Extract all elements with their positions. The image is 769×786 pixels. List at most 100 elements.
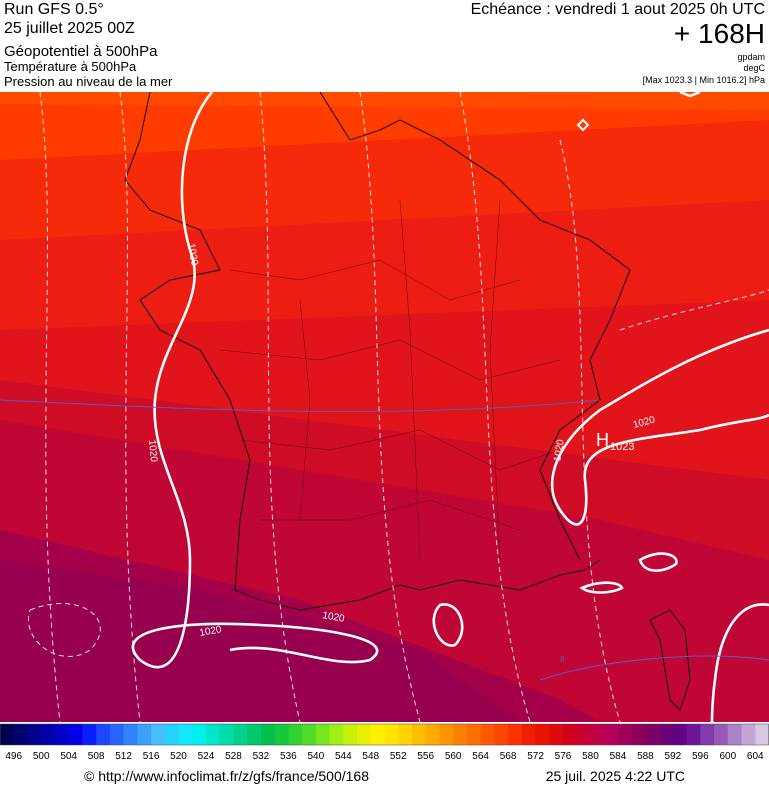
isobar xyxy=(579,581,624,594)
color-swatch xyxy=(494,724,509,745)
color-swatch xyxy=(508,724,523,745)
isotherm xyxy=(39,92,61,722)
color-swatch xyxy=(178,724,193,745)
color-swatch xyxy=(672,724,688,745)
color-swatch xyxy=(535,724,550,745)
isobar xyxy=(638,552,678,572)
colorbar-label: 548 xyxy=(362,751,379,762)
color-swatch xyxy=(109,724,125,745)
color-swatch xyxy=(68,724,83,745)
colorbar-label: 556 xyxy=(417,751,434,762)
isobar-label: 1020 xyxy=(185,243,200,267)
isobar xyxy=(576,118,590,132)
colorbar-label: 540 xyxy=(307,751,324,762)
lead-time: + 168H xyxy=(674,18,765,49)
colorbar-label: 604 xyxy=(747,751,764,762)
isotherm xyxy=(559,139,621,722)
color-swatch xyxy=(151,724,166,745)
color-swatch xyxy=(411,724,427,745)
colorbar-label: 600 xyxy=(719,751,736,762)
colorbar-label: 576 xyxy=(555,751,572,762)
color-swatch xyxy=(576,724,591,745)
corsica xyxy=(649,609,691,711)
color-swatch xyxy=(137,724,152,745)
color-swatch xyxy=(439,724,454,745)
color-swatch xyxy=(343,724,358,745)
colorbar-label: 544 xyxy=(335,751,352,762)
isotherm xyxy=(27,603,101,657)
isobar-label: 1020 xyxy=(199,624,223,639)
colorbar-label: 532 xyxy=(253,751,270,762)
colorbar-label: 552 xyxy=(390,751,407,762)
colorbar-label: 588 xyxy=(637,751,654,762)
color-swatch xyxy=(13,724,28,745)
isotherm xyxy=(359,92,421,722)
color-swatch xyxy=(370,724,385,745)
isotherm xyxy=(619,289,769,331)
colorbar-label: 560 xyxy=(445,751,462,762)
isotherm xyxy=(459,92,531,722)
unit: gpdam xyxy=(737,52,765,62)
freezing-line xyxy=(0,399,769,681)
color-swatch xyxy=(590,724,605,745)
color-swatch xyxy=(82,724,97,745)
color-swatch xyxy=(631,724,646,745)
colorbar-label: 580 xyxy=(582,751,599,762)
source-url: © http://www.infoclimat.fr/z/gfs/france/… xyxy=(84,768,369,784)
department-borders xyxy=(219,199,561,561)
color-swatch xyxy=(192,724,207,745)
color-swatch xyxy=(741,724,756,745)
color-swatch xyxy=(384,724,399,745)
color-swatch xyxy=(645,724,660,745)
colorbar-label: 536 xyxy=(280,751,297,762)
band xyxy=(0,92,769,110)
color-swatch xyxy=(466,724,482,745)
colorbar-label: 496 xyxy=(5,751,22,762)
colorbar-label: 500 xyxy=(33,751,50,762)
color-swatch xyxy=(617,724,633,745)
colorbar-label: 528 xyxy=(225,751,242,762)
isotherm-label: 8 xyxy=(560,655,565,664)
isobar xyxy=(679,92,701,98)
color-swatch xyxy=(659,724,674,745)
isotherm xyxy=(259,92,301,722)
high-marker: H xyxy=(596,430,609,450)
color-swatch xyxy=(727,724,743,745)
colorbar-label: 520 xyxy=(170,751,187,762)
color-swatch xyxy=(357,724,372,745)
colorbar-label: 524 xyxy=(198,751,215,762)
isotherm xyxy=(119,92,141,722)
color-swatch xyxy=(315,724,331,745)
coastline xyxy=(124,92,631,611)
color-swatch xyxy=(480,724,495,745)
color-swatch xyxy=(302,724,317,745)
color-swatch xyxy=(123,724,138,745)
color-swatch xyxy=(54,724,70,745)
color-swatch xyxy=(398,724,413,745)
color-swatch xyxy=(686,724,701,745)
color-swatch xyxy=(288,724,303,745)
color-swatch xyxy=(604,724,619,745)
color-swatch xyxy=(549,724,564,745)
isobar xyxy=(710,603,769,722)
color-swatch xyxy=(219,724,234,745)
color-swatch xyxy=(233,724,248,745)
color-swatch xyxy=(714,724,729,745)
color-swatch xyxy=(425,724,440,745)
colorbar-label: 564 xyxy=(472,751,489,762)
colorbar-label: 568 xyxy=(500,751,517,762)
colorbar-label: 508 xyxy=(88,751,105,762)
colorbar-label: 572 xyxy=(527,751,544,762)
color-swatch xyxy=(260,724,276,745)
generated-time: 25 juil. 2025 4:22 UTC xyxy=(546,768,685,784)
color-swatch xyxy=(27,724,42,745)
valid-time: Echéance : vendredi 1 aout 2025 0h UTC xyxy=(471,1,765,18)
colorbar-label: 596 xyxy=(692,751,709,762)
colorbar-label: 516 xyxy=(143,751,160,762)
colorbar-label: 592 xyxy=(665,751,682,762)
isobar xyxy=(131,92,379,669)
color-swatch xyxy=(329,724,344,745)
color-swatch xyxy=(453,724,468,745)
color-swatch xyxy=(700,724,715,745)
